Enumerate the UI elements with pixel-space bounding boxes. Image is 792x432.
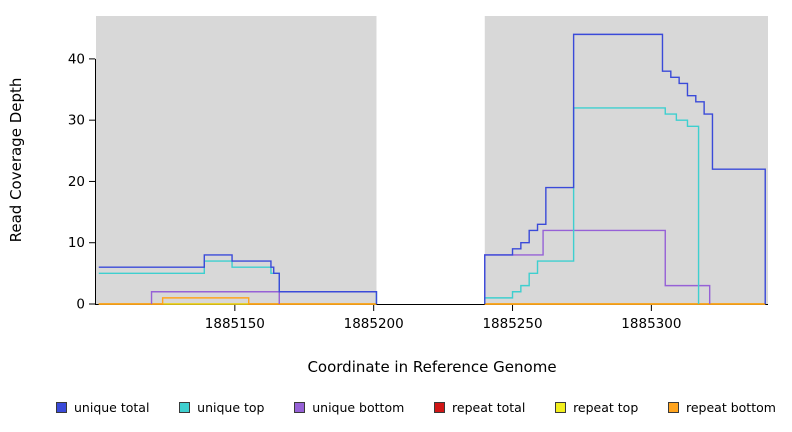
x-tick-label: 1885300	[621, 316, 681, 332]
legend-item-unique-top: unique top	[179, 400, 264, 415]
x-tick-label: 1885250	[482, 316, 542, 332]
legend-swatch-unique-top	[179, 402, 191, 413]
legend-label-repeat-top: repeat top	[573, 400, 639, 415]
y-tick-label: 0	[76, 297, 85, 313]
legend-label-unique-total: unique total	[74, 400, 150, 415]
series-line-unique-top	[484, 107, 700, 304]
y-tick-label: 30	[68, 113, 85, 129]
legend-label-repeat-bottom: repeat bottom	[686, 400, 776, 415]
y-tick-label: 20	[68, 174, 85, 190]
coverage-gap-band	[376, 13, 485, 304]
legend-label-unique-bottom: unique bottom	[312, 400, 405, 415]
series-line-unique-bottom	[150, 291, 280, 304]
x-axis-title: Coordinate in Reference Genome	[307, 358, 557, 376]
legend-swatch-repeat-total	[434, 402, 446, 413]
legend-item-repeat-total: repeat total	[434, 400, 525, 415]
x-tick-label: 1885200	[344, 316, 404, 332]
legend-item-unique-bottom: unique bottom	[294, 400, 404, 415]
series-line-unique-total	[484, 33, 766, 304]
legend-swatch-unique-bottom	[294, 402, 306, 413]
legend-item-repeat-top: repeat top	[555, 400, 638, 415]
legend-item-unique-total: unique total	[56, 400, 149, 415]
legend: unique total unique top unique bottom repea…	[0, 400, 792, 415]
legend-swatch-repeat-top	[555, 402, 567, 413]
legend-swatch-unique-total	[56, 402, 67, 413]
legend-label-unique-top: unique top	[197, 400, 265, 415]
coverage-depth-plot: 1885150 1885200 1885250 1885300 0 10 20 30 40	[67, 13, 768, 332]
legend-swatch-repeat-bottom	[668, 402, 679, 413]
x-tick-label: 1885150	[205, 316, 265, 332]
legend-item-repeat-bottom: repeat bottom	[668, 400, 776, 415]
y-tick-label: 40	[68, 51, 85, 67]
legend-label-repeat-total: repeat total	[452, 400, 526, 415]
series-line-unique-total	[98, 254, 378, 304]
y-tick-label: 10	[68, 235, 85, 251]
